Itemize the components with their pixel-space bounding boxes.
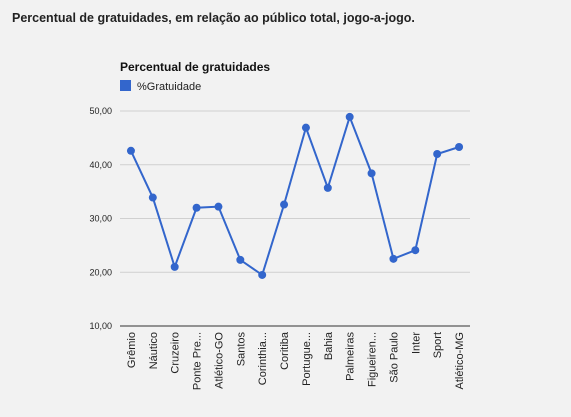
x-category-label: Santos xyxy=(235,332,247,367)
x-category-label: Palmeiras xyxy=(345,332,357,381)
data-point xyxy=(345,112,354,121)
data-point xyxy=(411,246,420,255)
gridlines xyxy=(120,110,470,327)
x-category-label: Sport xyxy=(432,332,444,358)
x-category-label: Coritiba xyxy=(279,331,291,370)
data-point xyxy=(192,203,201,212)
x-category-label: Náutico xyxy=(148,332,160,369)
page-title: Percentual de gratuidades, em relação ao… xyxy=(12,11,415,25)
data-point xyxy=(455,143,464,152)
x-category-label: Ponte Pre... xyxy=(192,332,204,390)
data-point xyxy=(301,123,310,132)
data-point xyxy=(214,202,223,211)
legend-swatch xyxy=(120,80,131,91)
x-category-label: Inter xyxy=(410,332,422,354)
data-point xyxy=(126,146,135,155)
y-tick-label: 30,00 xyxy=(89,214,112,224)
x-category-label: Atlético-MG xyxy=(454,332,466,389)
x-category-label: Figueiren... xyxy=(367,332,379,387)
chart-title: Percentual de gratuidades xyxy=(120,60,270,74)
data-point xyxy=(367,169,376,178)
x-category-label: Cruzeiro xyxy=(170,332,182,374)
legend-label: %Gratuidade xyxy=(137,81,201,93)
x-category-label: Corinthia... xyxy=(257,332,269,385)
x-category-label: Grêmio xyxy=(126,332,138,368)
y-tick-label: 50,00 xyxy=(89,106,112,116)
data-point xyxy=(280,200,289,209)
y-tick-label: 40,00 xyxy=(89,160,112,170)
series-line xyxy=(130,113,460,277)
data-point xyxy=(433,150,442,158)
y-tick-label: 10,00 xyxy=(89,321,112,331)
x-category-label: Bahia xyxy=(323,331,335,360)
data-point xyxy=(170,262,179,271)
x-category-label: Portugue... xyxy=(301,332,313,386)
data-point xyxy=(236,255,245,264)
data-point xyxy=(258,270,267,279)
x-category-label: São Paulo xyxy=(388,332,400,383)
x-axis-labels: Grêmio Náutico Cruzeiro Ponte Pre... Atlétic… xyxy=(126,331,466,390)
y-axis-ticks: 10,00 20,00 30,00 40,00 50,00 xyxy=(89,106,112,331)
data-point xyxy=(148,193,157,202)
series-layer xyxy=(126,112,464,279)
y-tick-label: 20,00 xyxy=(89,267,112,277)
data-point xyxy=(389,254,398,263)
x-category-label: Atlético-GO xyxy=(213,332,225,389)
data-point xyxy=(323,183,332,192)
